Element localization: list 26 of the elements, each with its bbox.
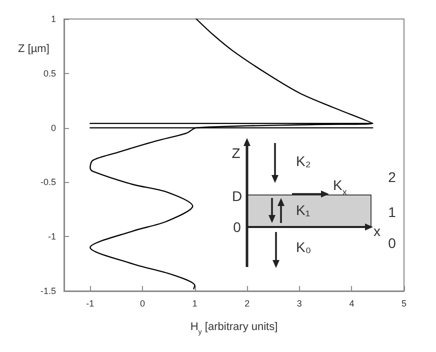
x-tick-label: 1 bbox=[192, 298, 198, 308]
annotation: 0 bbox=[388, 235, 396, 251]
y-tick-label: 0.5 bbox=[43, 68, 56, 78]
annotation: D bbox=[232, 188, 242, 204]
x-tick-label: 3 bbox=[296, 298, 302, 308]
y-tick-label: 0 bbox=[50, 122, 56, 133]
x-tick-label: 4 bbox=[349, 298, 354, 308]
y-tick-label: -0.5 bbox=[40, 177, 56, 188]
annotation: x bbox=[374, 223, 380, 239]
annotation: K₁ bbox=[296, 202, 310, 218]
y-tick-label: -1.5 bbox=[40, 286, 56, 296]
y-axis-title: Z [µm] bbox=[18, 43, 50, 55]
x-tick-label: 0 bbox=[140, 298, 145, 308]
y-tick-label: -1 bbox=[48, 232, 56, 242]
annotation: K₀ bbox=[296, 239, 312, 255]
annotation: K₂ bbox=[296, 153, 311, 169]
x-axis-title: H$_{y}$ [arbitrary units] bbox=[190, 321, 278, 336]
annotation: K$_{x}$ bbox=[333, 177, 348, 197]
annotation: 1 bbox=[388, 204, 396, 220]
x-tick-label: -1 bbox=[86, 298, 94, 308]
x-tick-label: 5 bbox=[401, 298, 407, 308]
y-tick-label: 1 bbox=[50, 14, 56, 24]
annotation: Z bbox=[232, 145, 241, 161]
x-tick-label: 2 bbox=[244, 298, 250, 308]
annotation: 0 bbox=[233, 219, 242, 235]
annotation: 2 bbox=[388, 169, 396, 185]
